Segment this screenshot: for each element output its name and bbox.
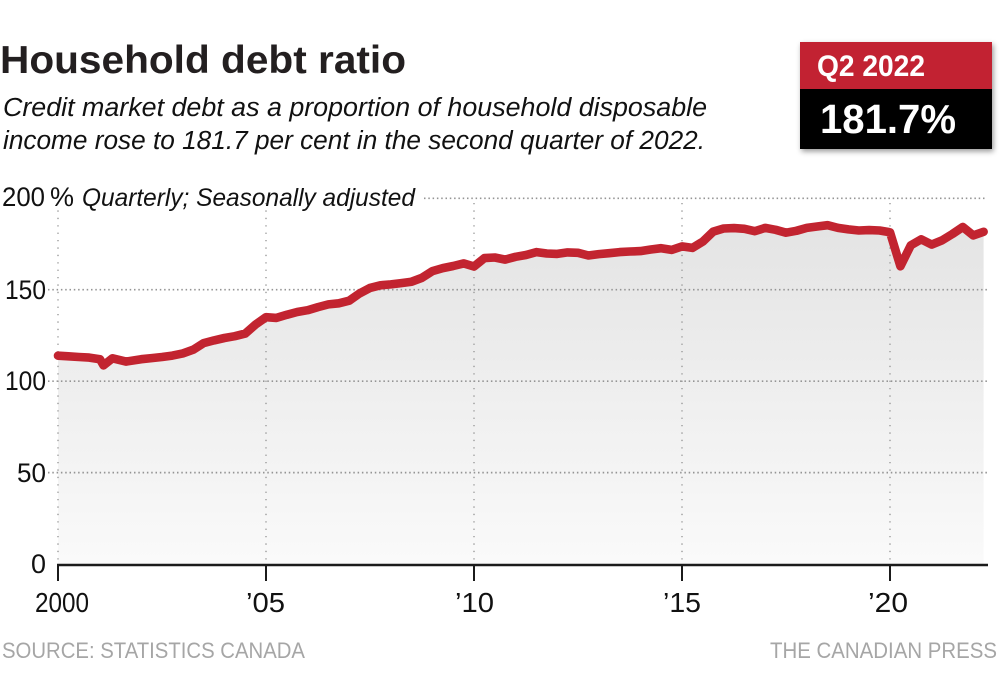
svg-text:THE CANADIAN PRESS: THE CANADIAN PRESS [770,638,997,663]
svg-text:income rose to 181.7 per cent: income rose to 181.7 per cent in the sec… [3,127,705,155]
svg-text:2000: 2000 [35,587,89,618]
svg-text:’10: ’10 [455,587,494,618]
svg-text:Q2 2022: Q2 2022 [817,50,925,83]
svg-text:Household debt ratio: Household debt ratio [0,39,406,82]
svg-text:SOURCE: STATISTICS CANADA: SOURCE: STATISTICS CANADA [2,638,305,663]
svg-text:0: 0 [31,549,46,579]
svg-text:100: 100 [5,366,46,396]
svg-text:%: % [50,182,74,212]
svg-text:Quarterly; Seasonally adjusted: Quarterly; Seasonally adjusted [82,184,416,212]
svg-text:150: 150 [5,275,46,305]
svg-text:’05: ’05 [246,587,285,618]
svg-text:50: 50 [17,458,46,488]
svg-text:181.7%: 181.7% [820,96,956,142]
svg-text:Credit market debt as a propor: Credit market debt as a proportion of ho… [3,94,707,122]
svg-text:’15: ’15 [663,587,701,618]
svg-text:200: 200 [2,182,45,212]
svg-text:’20: ’20 [868,587,908,618]
